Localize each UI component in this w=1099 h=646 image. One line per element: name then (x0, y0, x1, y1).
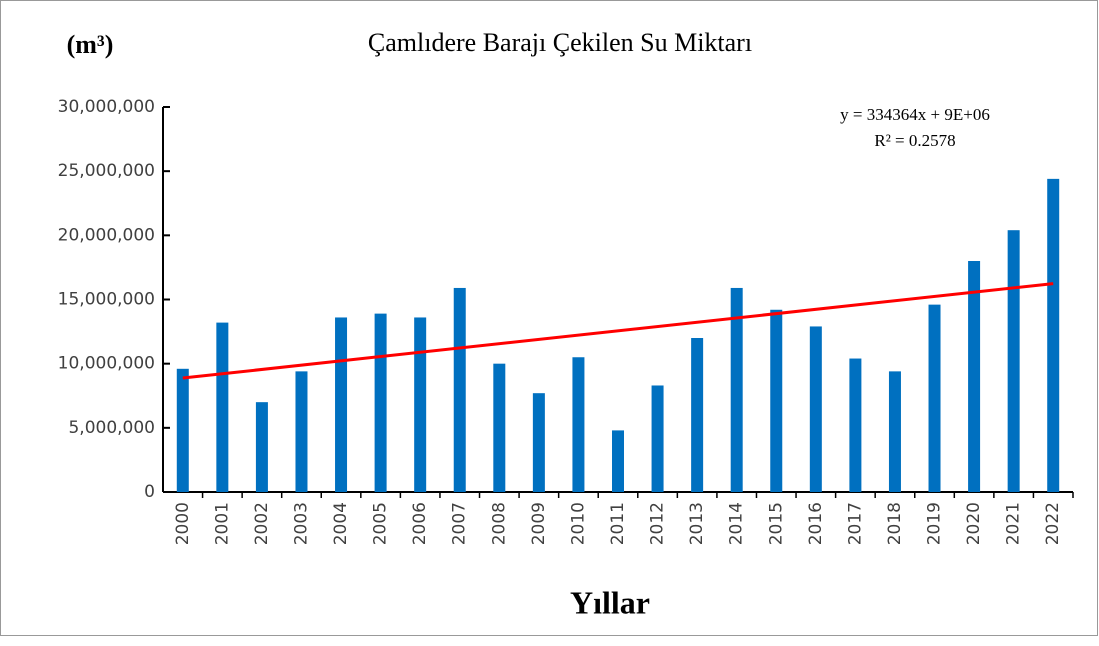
y-tick-label: 10,000,000 (58, 354, 155, 374)
x-tick-label: 2001 (212, 502, 232, 545)
x-tick-label: 2005 (371, 502, 391, 545)
bar (295, 371, 308, 492)
x-tick-label: 2003 (291, 502, 311, 545)
x-tick-label: 2010 (568, 502, 588, 545)
bar (770, 309, 783, 492)
bar (374, 313, 387, 492)
x-axis-label: Yıllar (570, 584, 650, 620)
x-tick-label: 2021 (1004, 502, 1024, 545)
x-tick-label: 2009 (529, 502, 549, 545)
x-tick-label: 2006 (410, 502, 430, 545)
y-tick-label: 5,000,000 (68, 418, 155, 438)
chart-title: Çamlıdere Barajı Çekilen Su Miktarı (368, 28, 752, 57)
bar (1047, 178, 1060, 492)
bar (888, 371, 901, 492)
bar (691, 338, 704, 492)
bar (730, 287, 743, 492)
x-tick-label: 2008 (489, 502, 509, 545)
x-tick-label: 2011 (608, 502, 628, 545)
x-tick-label: 2018 (885, 502, 905, 545)
x-tick-label: 2015 (766, 502, 786, 545)
bar (572, 357, 585, 492)
trend-equation: y = 334364x + 9E+06 (840, 105, 990, 124)
x-tick-label: 2017 (845, 502, 865, 545)
y-tick-label: 20,000,000 (58, 225, 155, 245)
bar (849, 358, 862, 492)
x-tick-label: 2012 (648, 502, 668, 545)
y-tick-label: 25,000,000 (58, 161, 155, 181)
y-tick-label: 15,000,000 (58, 290, 155, 310)
bar (414, 317, 427, 492)
y-axis-label: (m³) (67, 30, 114, 59)
x-tick-label: 2016 (806, 502, 826, 545)
bar (809, 326, 822, 492)
bar (532, 393, 545, 492)
bar (335, 317, 348, 492)
x-tick-label: 2014 (727, 502, 747, 545)
bar (928, 304, 941, 492)
x-tick-label: 2019 (925, 502, 945, 545)
x-tick-label: 2013 (687, 502, 707, 545)
x-tick-label: 2002 (252, 502, 272, 545)
x-tick-label: 2007 (450, 502, 470, 545)
bar (453, 287, 466, 492)
y-tick-label: 0 (144, 482, 155, 502)
bar (1007, 230, 1020, 492)
bar (968, 261, 981, 492)
trendline (182, 282, 1054, 380)
bar (651, 385, 664, 492)
bar (493, 363, 506, 492)
bar (255, 402, 268, 492)
x-tick-label: 2004 (331, 502, 351, 545)
trend-r-squared: R² = 0.2578 (874, 131, 955, 150)
y-tick-label: 30,000,000 (58, 97, 155, 117)
bar (176, 368, 189, 492)
bar (612, 430, 624, 492)
x-tick-label: 2022 (1043, 502, 1063, 545)
x-tick-label: 2020 (964, 502, 984, 545)
x-tick-label: 2000 (173, 502, 193, 545)
bar (216, 322, 229, 492)
